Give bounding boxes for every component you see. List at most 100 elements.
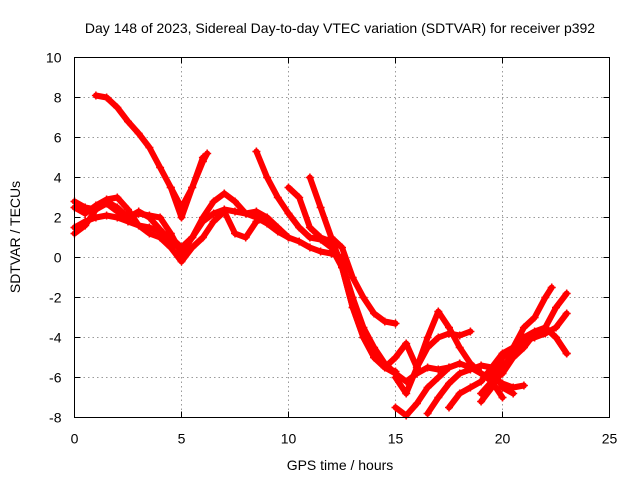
y-tick-label: 2 — [54, 210, 62, 226]
data-point — [209, 209, 218, 218]
data-point — [263, 213, 272, 222]
data-point — [284, 209, 293, 218]
data-point — [113, 207, 122, 216]
data-point — [348, 273, 357, 282]
chart-title: Day 148 of 2023, Sidereal Day-to-day VTE… — [85, 20, 595, 36]
data-point — [359, 333, 368, 342]
data-point — [156, 213, 165, 222]
series-sat-c-points — [70, 193, 272, 266]
data-point — [466, 383, 475, 392]
series-sat-f-points — [166, 149, 212, 222]
data-point — [391, 403, 400, 412]
data-point — [198, 157, 207, 166]
y-tick-label: -2 — [49, 290, 62, 306]
data-point — [241, 209, 250, 218]
data-point — [113, 193, 122, 202]
data-point — [547, 283, 556, 292]
data-point — [177, 245, 186, 254]
data-point — [102, 93, 111, 102]
data-point — [541, 293, 550, 302]
data-point — [166, 229, 175, 238]
data-point — [231, 207, 239, 216]
data-point — [445, 323, 453, 332]
data-point — [455, 359, 464, 368]
x-tick-label: 0 — [71, 431, 79, 447]
data-point — [434, 307, 443, 316]
y-tick-label: 0 — [54, 250, 62, 266]
data-point — [91, 91, 100, 100]
series-sat-d-line — [71, 200, 196, 253]
data-point — [295, 193, 304, 202]
series-group — [70, 91, 571, 420]
y-tick-label: -6 — [49, 370, 62, 386]
data-point — [445, 363, 453, 372]
data-point — [316, 247, 325, 256]
data-point — [188, 183, 197, 192]
data-point — [102, 211, 111, 220]
y-tick-label: 4 — [54, 170, 62, 186]
data-point — [519, 337, 528, 346]
data-point — [541, 323, 550, 332]
data-point — [509, 389, 518, 398]
y-axis-label: SDTVAR / TECUs — [7, 181, 23, 293]
y-tick-label: 6 — [54, 130, 62, 146]
x-tick-label: 10 — [281, 431, 297, 447]
data-point — [455, 343, 464, 352]
data-point — [91, 205, 100, 214]
data-point — [359, 293, 368, 302]
data-point — [434, 365, 443, 374]
data-point — [124, 213, 132, 222]
data-point — [284, 183, 293, 192]
data-point — [295, 237, 304, 246]
data-point — [177, 213, 186, 222]
data-point — [466, 327, 475, 336]
data-point — [166, 237, 175, 246]
data-point — [423, 383, 432, 392]
data-point — [241, 233, 250, 242]
tick-labels: 0 5 10 15 20 25 -8 -6 -4 -2 0 2 4 6 8 10 — [46, 50, 618, 447]
data-point — [423, 333, 432, 342]
data-point — [305, 243, 314, 252]
data-point — [455, 389, 464, 398]
data-point — [370, 309, 379, 318]
data-point — [412, 399, 421, 408]
x-axis-label: GPS time / hours — [287, 457, 394, 473]
data-point — [156, 163, 165, 172]
data-point — [391, 373, 400, 382]
data-point — [252, 147, 261, 156]
data-point — [552, 323, 560, 332]
data-point — [391, 353, 400, 362]
data-point — [466, 365, 475, 374]
data-point — [477, 377, 486, 386]
data-point — [231, 197, 239, 206]
data-point — [338, 243, 346, 252]
data-point — [124, 205, 132, 214]
y-tick-label: -4 — [49, 330, 62, 346]
data-point — [220, 189, 229, 198]
x-tick-label: 5 — [178, 431, 186, 447]
data-point — [412, 363, 421, 372]
data-point — [231, 229, 239, 238]
data-point — [134, 129, 143, 138]
data-point — [380, 363, 389, 372]
data-point — [305, 233, 314, 242]
ticks — [74, 57, 610, 418]
data-point — [177, 257, 186, 266]
data-point — [562, 309, 571, 318]
data-point — [156, 225, 165, 234]
y-tick-label: -8 — [49, 410, 62, 426]
data-point — [220, 207, 229, 216]
data-point — [519, 323, 528, 332]
data-point — [455, 331, 464, 340]
data-point — [562, 289, 571, 298]
data-point — [124, 117, 132, 126]
plot-frame — [74, 57, 610, 418]
data-point — [273, 223, 282, 232]
data-point — [188, 243, 197, 252]
data-point — [209, 197, 218, 206]
data-point — [498, 369, 507, 378]
data-point — [370, 353, 379, 362]
data-point — [423, 409, 432, 418]
data-point — [198, 213, 207, 222]
